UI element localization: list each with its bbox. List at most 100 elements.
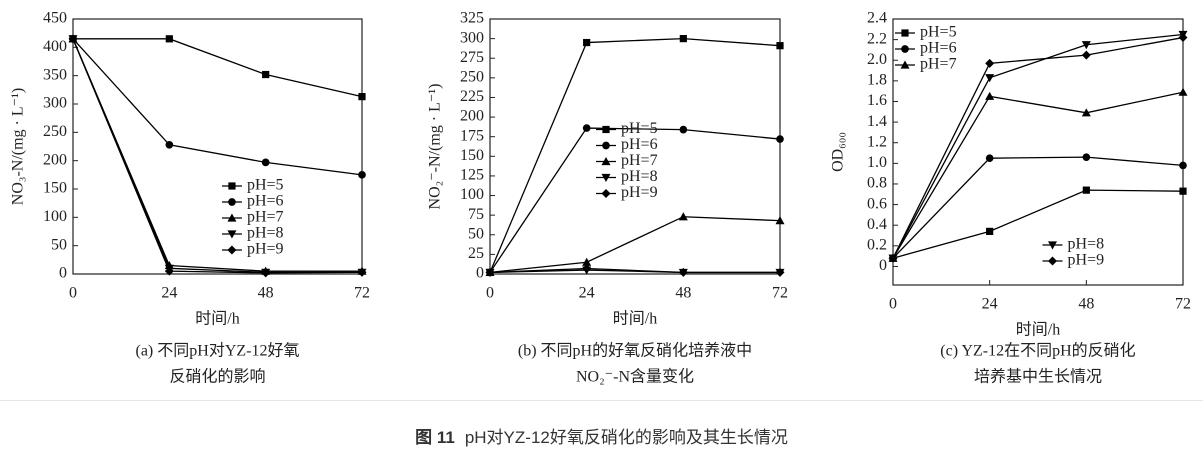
y-tick-label: 200	[43, 151, 67, 168]
series-line	[892, 156, 1184, 259]
y-tick-label: 1.4	[867, 113, 887, 130]
y-tick-label: 100	[43, 208, 67, 225]
marker	[775, 267, 785, 277]
marker	[1178, 87, 1188, 96]
x-axis-label: 时间/h	[195, 310, 239, 328]
y-tick-label: 75	[468, 206, 484, 223]
marker	[358, 171, 366, 179]
marker	[776, 42, 784, 50]
y-tick-label: 325	[460, 10, 484, 27]
marker	[1048, 241, 1057, 250]
figure-label: 图 11	[415, 428, 455, 447]
x-tick-label: 72	[354, 285, 370, 302]
y-tick-label: 300	[43, 95, 67, 112]
x-tick-label: 0	[69, 285, 77, 302]
legend-label: pH=7	[621, 152, 658, 169]
marker	[1081, 108, 1091, 117]
legend-label: pH=6	[920, 40, 957, 57]
y-tick-label: 2.2	[867, 30, 887, 47]
panel-caption: 反硝化的影响	[169, 368, 265, 386]
marker	[678, 212, 688, 221]
marker	[1178, 33, 1188, 43]
marker	[901, 45, 909, 53]
marker	[888, 253, 898, 263]
figure-caption: 图 11 pH对YZ-12好氧反硝化的影响及其生长情况	[0, 400, 1203, 453]
y-tick-label: 0.2	[867, 236, 887, 253]
series-line	[72, 38, 362, 273]
y-tick-label: 0.4	[867, 216, 887, 233]
marker	[228, 182, 236, 190]
x-tick-label: 0	[889, 296, 897, 313]
y-axis-label: OD₆₀₀	[830, 132, 847, 172]
x-tick-label: 24	[579, 285, 595, 302]
x-tick-label: 72	[1175, 296, 1191, 313]
marker	[985, 91, 995, 100]
series-line	[73, 38, 363, 98]
series-line	[489, 127, 781, 273]
y-tick-label: 200	[460, 108, 484, 125]
marker	[1081, 41, 1091, 50]
panel-caption: 培养基中生长情况	[974, 368, 1102, 386]
legend-label: pH=8	[1068, 236, 1105, 253]
legend-label: pH=6	[247, 193, 284, 210]
legend-label: pH=9	[621, 184, 658, 201]
plot-frame	[892, 18, 1184, 286]
marker	[601, 173, 611, 182]
marker	[602, 125, 610, 134]
x-tick-label: 24	[982, 296, 998, 313]
y-tick-label: 225	[460, 88, 484, 105]
marker	[165, 140, 174, 149]
y-tick-label: 50	[51, 236, 67, 253]
y-axis-label: NO₃-N/(mg · L⁻¹)	[10, 88, 27, 205]
y-tick-label: 0	[476, 265, 484, 282]
y-axis-label: NO₂⁻-N/(mg · L⁻¹)	[427, 84, 444, 210]
marker	[227, 245, 237, 255]
y-tick-label: 1.2	[867, 133, 887, 150]
marker	[68, 34, 78, 44]
y-tick-label: 2.0	[867, 51, 887, 68]
x-tick-label: 48	[675, 285, 691, 302]
series-line	[892, 91, 1184, 259]
series-line	[489, 37, 781, 273]
marker	[985, 154, 994, 163]
x-tick-label: 48	[1078, 296, 1094, 313]
legend-label: pH=5	[920, 24, 957, 41]
legend-label: pH=9	[247, 241, 284, 258]
marker	[678, 267, 688, 277]
y-tick-label: 350	[43, 66, 67, 83]
marker	[1081, 50, 1091, 60]
marker	[986, 227, 994, 235]
panel-caption: (a) 不同pH对YZ-12好氧	[136, 342, 300, 360]
marker	[601, 157, 611, 166]
marker	[679, 125, 688, 134]
marker	[164, 266, 174, 276]
figure-title: pH对YZ-12好氧反硝化的影响及其生长情况	[464, 428, 788, 447]
marker	[602, 141, 610, 150]
marker	[1179, 187, 1187, 195]
marker	[357, 267, 367, 277]
panel-caption: (c) YZ-12在不同pH的反硝化	[940, 342, 1135, 360]
y-tick-label: 275	[460, 49, 484, 66]
marker	[262, 70, 270, 79]
y-tick-label: 1.6	[867, 92, 887, 109]
marker	[261, 268, 271, 278]
x-tick-label: 0	[486, 285, 494, 302]
y-tick-label: 0	[59, 265, 67, 282]
legend-label: pH=9	[1068, 252, 1105, 269]
y-tick-label: 0.8	[867, 175, 887, 192]
legend-label: pH=8	[621, 168, 658, 185]
series-line	[892, 36, 1184, 259]
page: 0 50 100 150 200 250 300 350 400 450 0 24 48 72 时间/h NO…	[0, 9, 1203, 453]
marker	[358, 93, 366, 101]
plot-frame	[489, 18, 781, 275]
x-axis-label: 时间/h	[1016, 321, 1060, 339]
y-tick-label: 125	[460, 167, 484, 184]
y-tick-label: 250	[43, 123, 67, 140]
marker	[1082, 153, 1091, 161]
x-tick-label: 24	[161, 285, 177, 302]
y-tick-label: 1.0	[867, 154, 887, 171]
series-line	[72, 38, 362, 272]
marker	[582, 124, 591, 132]
marker	[227, 213, 237, 222]
